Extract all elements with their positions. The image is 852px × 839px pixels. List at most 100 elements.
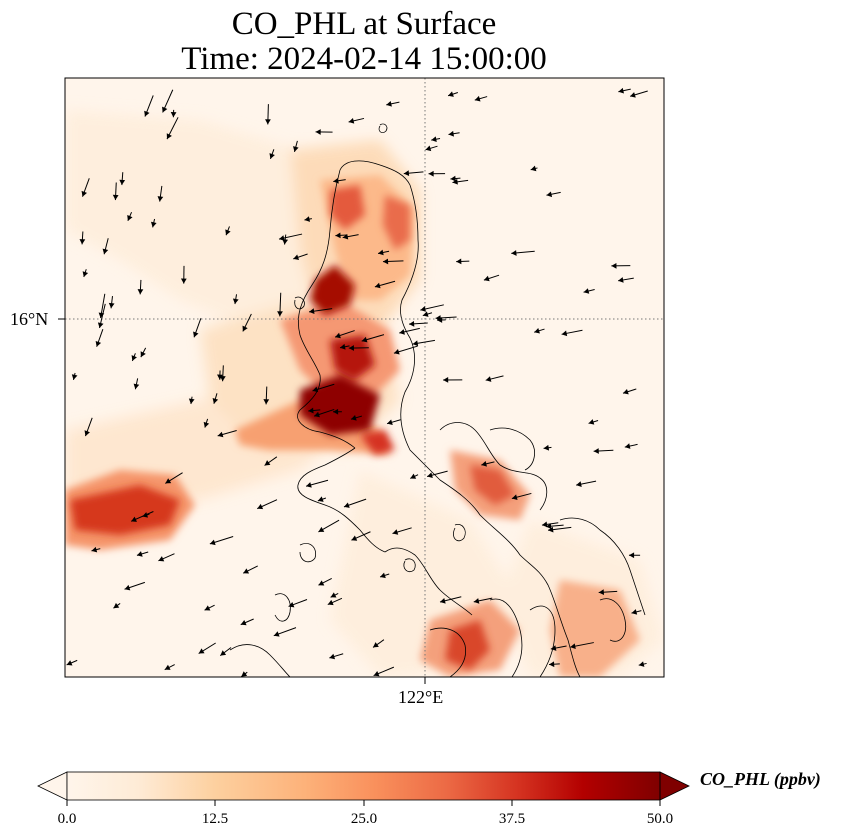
wind-vector-head: [543, 444, 550, 451]
wind-vector-head: [530, 165, 537, 172]
wind-vector-head: [481, 461, 487, 467]
wind-vector-head: [583, 288, 590, 294]
wind-vector-head: [382, 258, 389, 265]
wind-vector-head: [339, 343, 346, 350]
wind-vector-head: [257, 503, 264, 510]
wind-vector-head: [392, 529, 399, 535]
wind-vector-head: [618, 87, 624, 94]
wind-vector-head: [158, 556, 165, 562]
colorbar: [37, 771, 690, 806]
wind-vector-head: [131, 516, 137, 522]
wind-vector-head: [232, 298, 239, 305]
wind-vector-head: [131, 355, 137, 361]
wind-vector-head: [611, 262, 617, 269]
wind-vector-head: [193, 331, 199, 338]
wind-vector-head: [378, 249, 384, 256]
wind-vector-head: [277, 311, 283, 317]
wind-vector-head: [628, 552, 635, 559]
wind-vector-head: [84, 430, 90, 437]
colorbar-extend-max: [659, 771, 690, 801]
wind-vector-head: [264, 460, 271, 466]
wind-vector-head: [511, 250, 517, 256]
wind-vector-head: [241, 671, 248, 677]
wind-vector-head: [473, 598, 480, 604]
coastlines: [229, 123, 646, 677]
wind-vector-head: [576, 481, 582, 487]
wind-vector-head: [306, 482, 312, 488]
wind-vector-head: [541, 521, 548, 528]
wind-vector-head: [204, 605, 211, 611]
wind-vector-head: [422, 311, 429, 317]
wind-vector-head: [425, 145, 432, 152]
colorbar-tick-label: 12.5: [201, 811, 229, 827]
wind-vector-head: [309, 308, 315, 314]
wind-vector-head: [343, 502, 350, 508]
wind-vector-head: [448, 130, 454, 137]
wind-vector-head: [242, 325, 248, 332]
plot-subtitle: Time: 2024-02-14 15:00:00: [181, 41, 547, 77]
wind-vector-head: [561, 330, 568, 337]
wind-vector-head: [102, 248, 109, 255]
wind-vector-head: [420, 306, 426, 312]
lon-tick-label: 122°E: [398, 687, 444, 707]
wind-vector-head: [450, 175, 456, 182]
wind-vector-head: [399, 329, 405, 335]
wind-vector-head: [318, 526, 325, 532]
wind-vector-head: [166, 133, 172, 140]
wind-vector-head: [593, 448, 599, 454]
wind-vector-head: [624, 443, 631, 449]
wind-vector-head: [98, 312, 105, 319]
plot-title: CO_PHL at Surface: [231, 6, 497, 42]
wind-vector-head: [312, 386, 319, 393]
wind-vector-head: [124, 584, 131, 591]
colorbar-tick-label: 37.5: [498, 811, 526, 827]
wind-vector-head: [549, 661, 555, 668]
wind-vector-head: [304, 216, 310, 222]
wind-vector-head: [66, 660, 73, 666]
wind-vector-head: [546, 191, 553, 198]
map-frame: [64, 77, 665, 678]
wind-vector-head: [456, 258, 462, 265]
colorbar-extend-min: [37, 771, 68, 801]
wind-vector-head: [162, 106, 168, 113]
wind-vector-head: [439, 597, 446, 604]
wind-vectors: [66, 87, 648, 677]
wind-vector-head: [273, 631, 280, 637]
colorbar-label: CO_PHL (ppbv): [700, 769, 821, 789]
wind-vector-head: [133, 383, 140, 390]
wind-vector-head: [361, 336, 368, 343]
wind-vector-head: [150, 221, 157, 228]
wind-vector-head: [409, 320, 415, 327]
wind-vector-head: [350, 415, 357, 421]
wind-vector-head: [282, 239, 289, 245]
wind-vector-head: [630, 92, 636, 98]
wind-vector-head: [348, 118, 355, 124]
wind-vector-head: [240, 619, 247, 626]
wind-vector-head: [136, 551, 143, 557]
wind-vector-head: [318, 580, 325, 586]
wind-vector-head: [474, 95, 481, 102]
wind-vector-head: [95, 340, 102, 347]
wind-vector-head: [217, 431, 224, 438]
wind-vector-head: [293, 146, 299, 152]
wind-vector-head: [127, 215, 133, 221]
wind-vector-head: [217, 374, 223, 380]
wind-vector-head: [137, 289, 144, 295]
colorbar-tick-label: 25.0: [350, 811, 378, 827]
wind-vector-head: [140, 351, 146, 358]
wind-vector-head: [265, 119, 271, 125]
colorbar-gradient: [67, 772, 660, 800]
wind-vector-head: [351, 535, 358, 541]
wind-vector-head: [436, 317, 443, 323]
wind-vector-head: [212, 398, 219, 404]
wind-vector-head: [79, 239, 86, 245]
wind-vector-head: [373, 642, 379, 648]
wind-vector-head: [91, 546, 98, 553]
wind-vector-head: [269, 153, 275, 159]
wind-vector-head: [638, 661, 645, 667]
wind-vector-head: [288, 601, 295, 608]
wind-vector-head: [622, 388, 629, 395]
wind-vector-head: [293, 254, 300, 260]
wind-vector-head: [618, 277, 624, 283]
wind-vector-head: [550, 645, 557, 651]
